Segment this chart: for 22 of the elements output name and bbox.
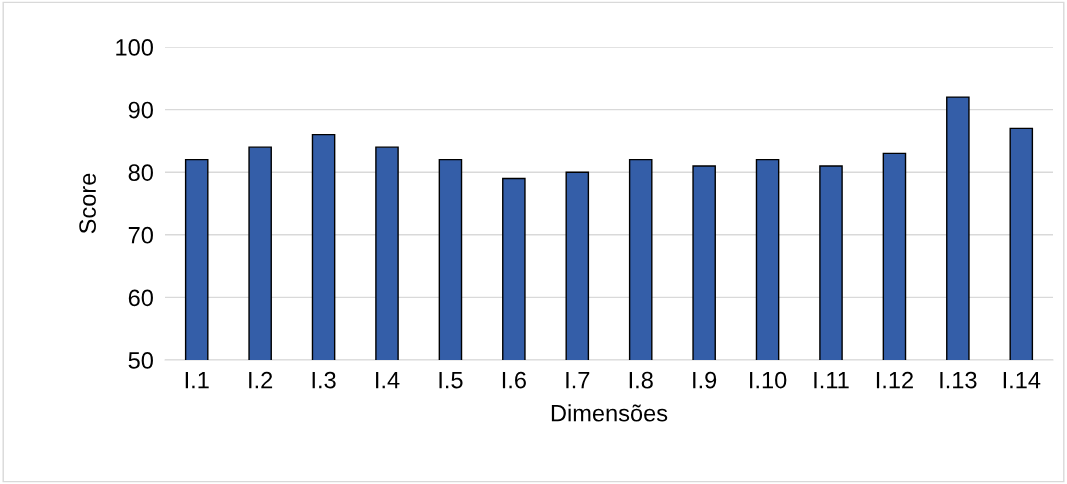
y-tick-label: 50 (128, 352, 153, 369)
y-axis-title: Score (79, 173, 96, 234)
x-tick-label: I.3 (312, 371, 336, 389)
x-tick-label: I.7 (566, 371, 590, 389)
x-axis-title: Dimensões (551, 404, 668, 422)
x-tick-label: I.4 (376, 371, 400, 389)
x-tick-label: I.11 (814, 371, 849, 389)
x-tick-label: I.6 (502, 371, 526, 389)
x-tick-label: I.5 (439, 371, 463, 389)
y-tick-label: 60 (128, 289, 153, 307)
x-tick-label: I.1 (185, 371, 209, 389)
x-tick-label: I.10 (750, 371, 787, 389)
x-tick-label: I.9 (693, 371, 717, 389)
x-tick-label: I.8 (629, 371, 653, 389)
y-tick-label: 90 (128, 101, 153, 119)
y-tick-label: 100 (116, 39, 153, 56)
y-tick-label: 70 (128, 226, 153, 244)
x-tick-label: I.14 (1003, 371, 1041, 389)
x-tick-label: I.12 (876, 371, 913, 389)
x-tick-label: I.13 (940, 371, 977, 389)
x-tick-label: I.2 (249, 371, 273, 389)
y-tick-label: 80 (128, 164, 153, 181)
